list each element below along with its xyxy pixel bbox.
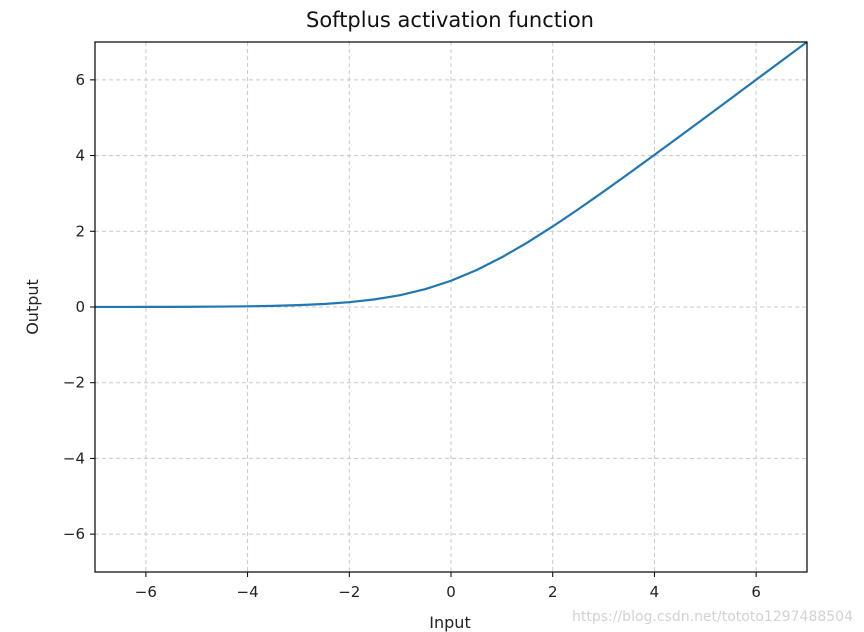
chart-title: Softplus activation function	[306, 8, 594, 32]
y-tick-label: 2	[75, 222, 85, 240]
x-tick-label: 2	[548, 583, 558, 601]
x-tick-label: 6	[751, 583, 761, 601]
x-tick-label: −2	[338, 583, 360, 601]
watermark: https://blog.csdn.net/tototo1297488504	[572, 609, 853, 625]
x-tick-label: 4	[650, 583, 660, 601]
x-tick-label: −4	[237, 583, 259, 601]
x-tick-label: 0	[446, 583, 456, 601]
series-layer	[94, 41, 808, 309]
x-axis-title: Input	[429, 613, 470, 632]
x-tick-label: −6	[135, 583, 157, 601]
y-tick-label: 4	[75, 147, 85, 165]
grid	[95, 42, 807, 572]
series-line	[94, 41, 808, 309]
y-tick-label: 6	[75, 71, 85, 89]
y-tick-label: −2	[63, 374, 85, 392]
y-axis-title: Output	[23, 279, 42, 335]
y-tick-label: −4	[63, 449, 85, 467]
ticks: −6 −4 −2 0 2 4 6 −6 −4 −2 0 2 4 6	[63, 71, 761, 601]
y-tick-label: 0	[75, 298, 85, 316]
y-tick-label: −6	[63, 525, 85, 543]
